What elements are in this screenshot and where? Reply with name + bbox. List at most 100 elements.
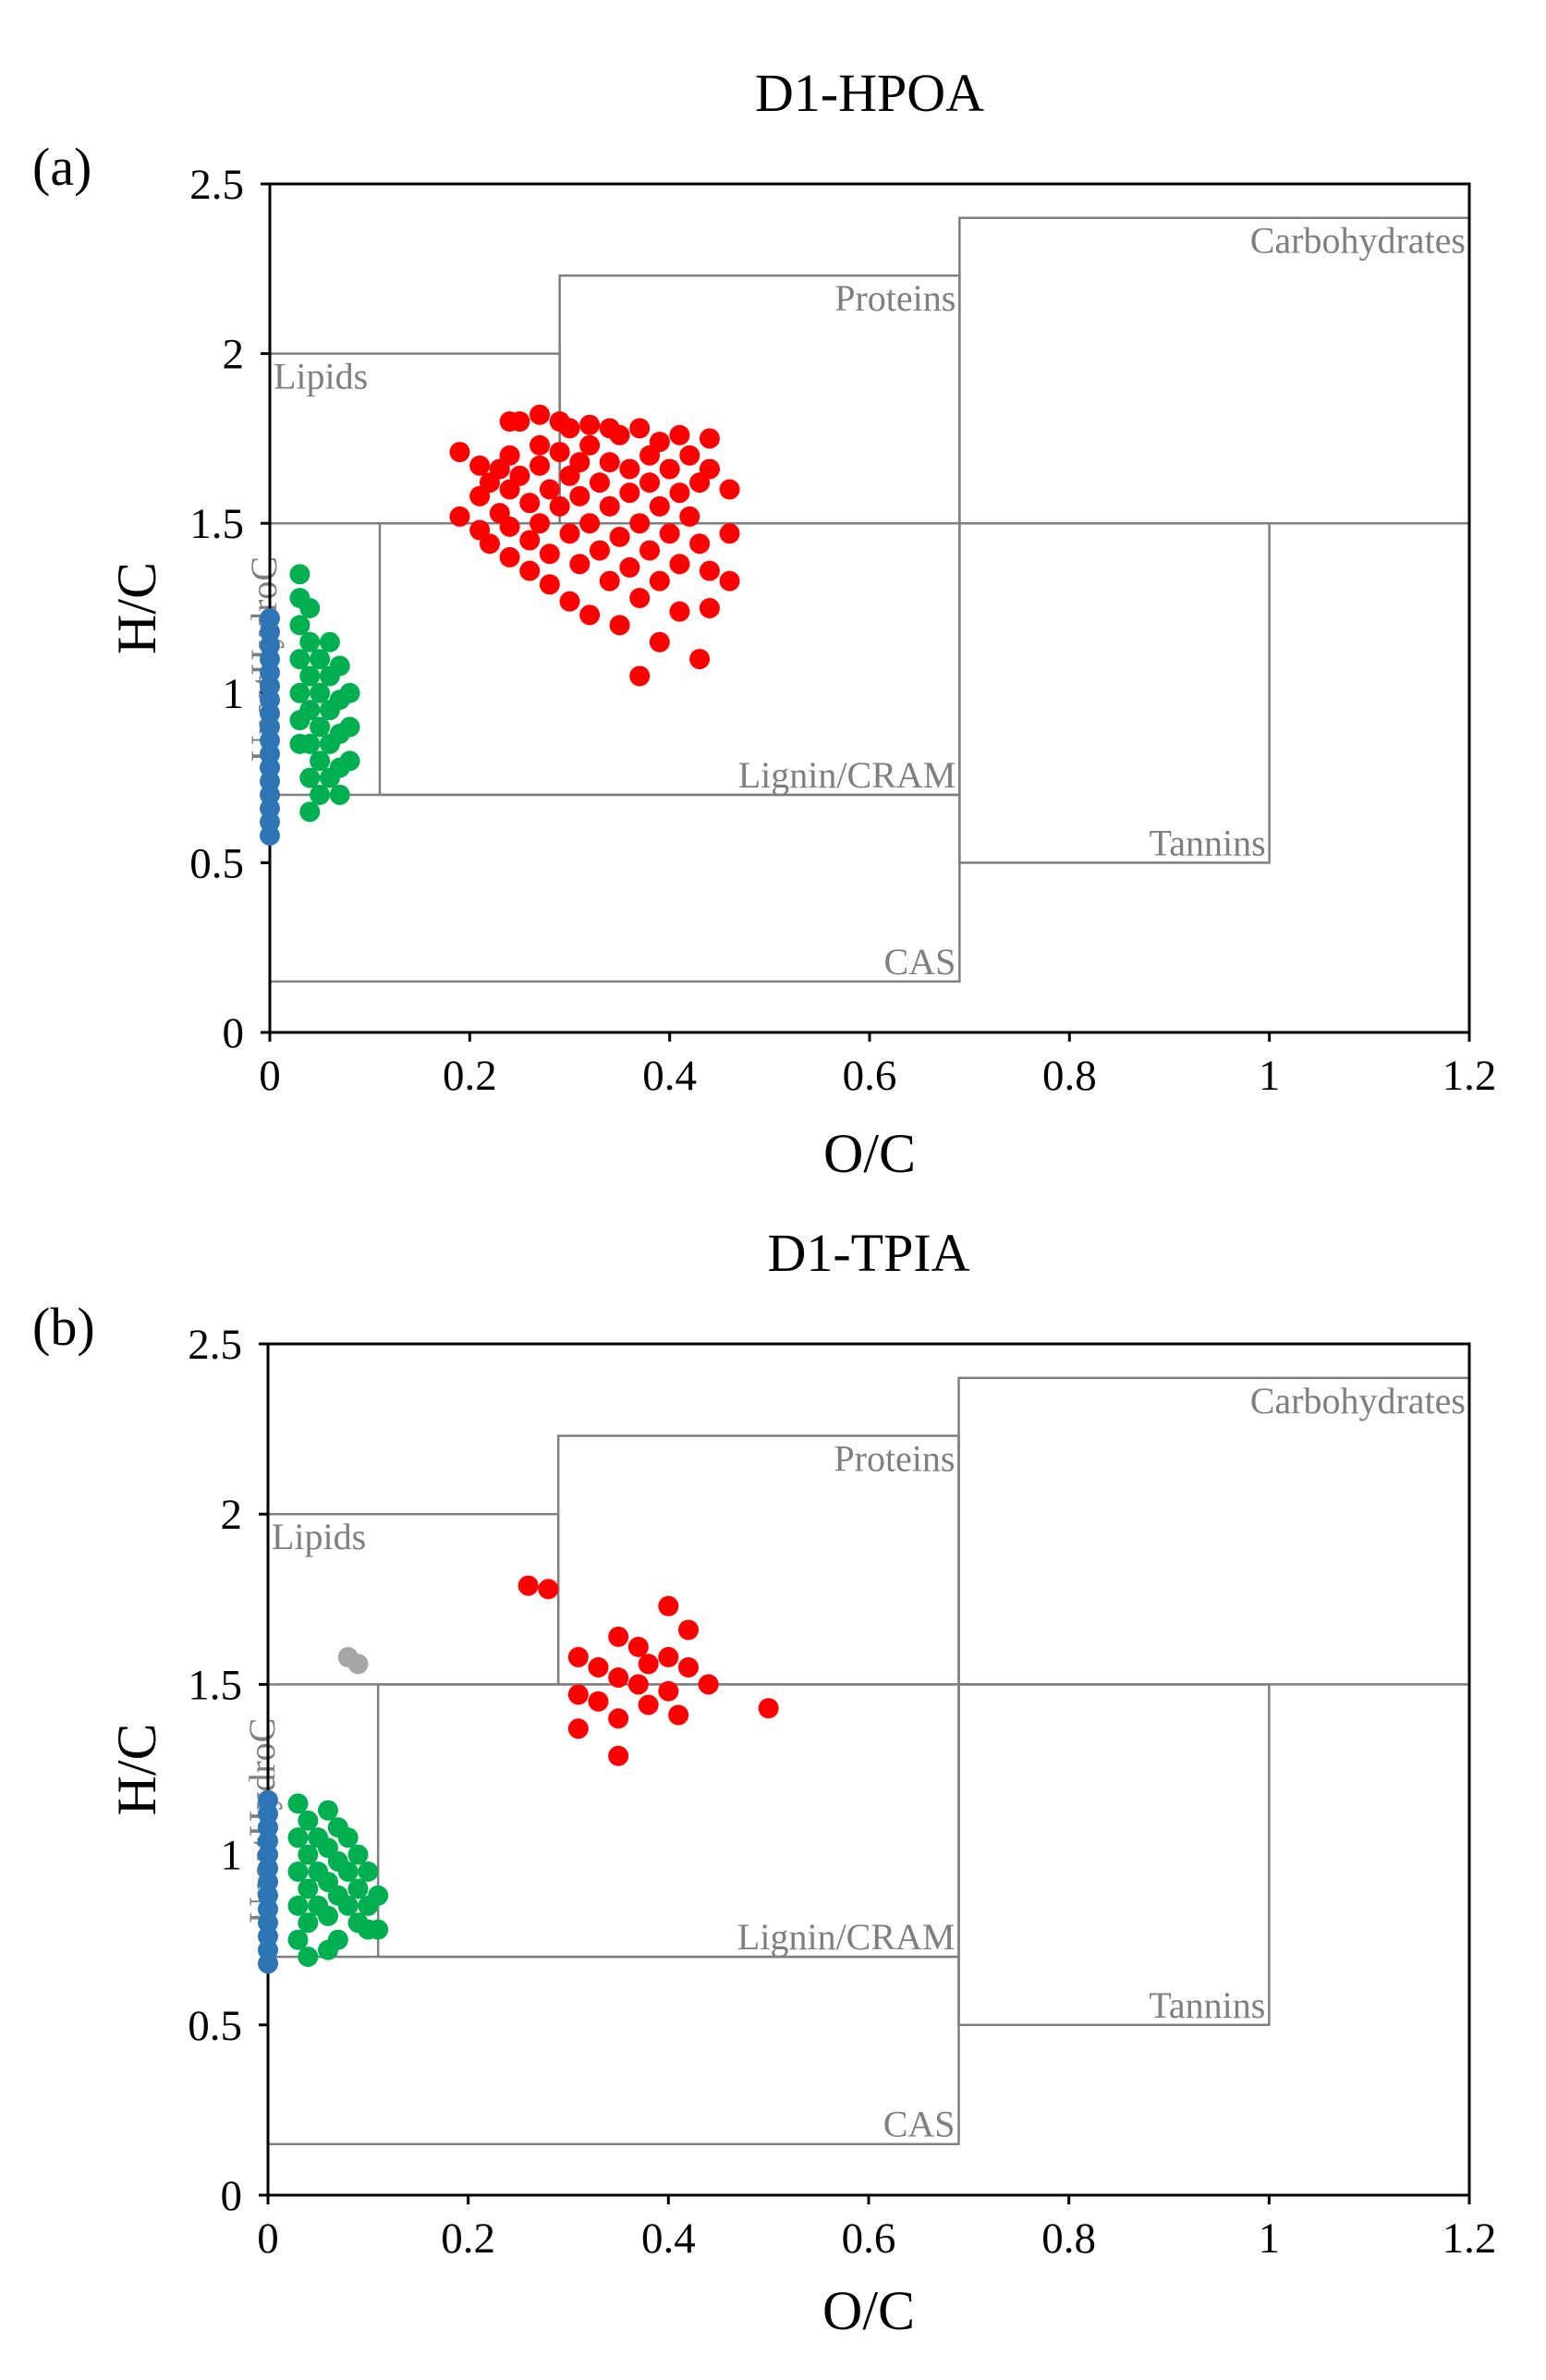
x-tick-label: 0 xyxy=(259,1052,281,1100)
data-point xyxy=(298,1912,319,1934)
x-axis-label-b: O/C xyxy=(822,2280,915,2341)
data-point xyxy=(299,665,321,687)
data-point xyxy=(298,1878,319,1899)
data-point xyxy=(289,682,310,703)
data-point xyxy=(629,513,651,534)
data-point xyxy=(569,554,590,575)
chart-title-b: D1-TPIA xyxy=(767,1223,969,1283)
data-point xyxy=(649,570,670,592)
data-point xyxy=(499,445,520,466)
x-tick-label: 0.4 xyxy=(642,1052,697,1100)
y-tick-label: 0.5 xyxy=(189,839,244,887)
x-tick-label: 0.6 xyxy=(842,2215,896,2263)
y-tick-label: 2 xyxy=(223,331,245,379)
data-point xyxy=(758,1698,779,1719)
series-proteins-lipids-region xyxy=(517,1575,779,1766)
data-point xyxy=(669,424,690,445)
data-point xyxy=(299,598,321,618)
data-point xyxy=(559,591,580,612)
data-point xyxy=(719,570,740,592)
series-unsathydroc xyxy=(260,608,280,847)
x-tick-label: 0 xyxy=(257,2215,279,2263)
x-tick-label: 1 xyxy=(1259,1052,1281,1100)
data-point xyxy=(699,560,720,581)
data-point xyxy=(638,1694,659,1715)
data-point xyxy=(519,560,541,581)
data-point xyxy=(619,458,640,480)
region-box-cas xyxy=(268,793,961,983)
data-point xyxy=(258,1789,278,1811)
data-point xyxy=(337,1895,359,1916)
data-point xyxy=(368,1885,389,1906)
data-point xyxy=(658,1595,679,1617)
data-point xyxy=(347,1844,369,1865)
data-point xyxy=(599,495,620,517)
data-point xyxy=(549,442,570,463)
region-box-carbohydrates xyxy=(957,1376,1471,1686)
region-label-cas: CAS xyxy=(884,941,956,983)
data-point xyxy=(627,1636,649,1657)
data-point xyxy=(567,1684,589,1705)
data-point xyxy=(639,540,661,561)
data-point xyxy=(287,1929,309,1950)
data-point xyxy=(608,1708,629,1729)
data-point xyxy=(530,434,551,456)
chart-title-a: D1-HPOA xyxy=(755,63,984,123)
data-point xyxy=(299,801,321,823)
data-point xyxy=(287,1861,309,1883)
region-label-lignin-cram: Lignin/CRAM xyxy=(737,1916,956,1958)
data-point xyxy=(298,1810,319,1831)
data-point xyxy=(659,458,680,480)
data-point xyxy=(569,485,590,507)
y-axis-label-a: H/C xyxy=(106,562,167,654)
data-point xyxy=(310,682,331,703)
data-point xyxy=(310,716,331,738)
data-point xyxy=(538,1579,559,1600)
data-point xyxy=(509,411,530,433)
data-point xyxy=(588,1690,609,1712)
data-point xyxy=(669,601,690,622)
data-point xyxy=(608,1745,629,1766)
data-point xyxy=(449,506,470,527)
data-point xyxy=(327,1929,348,1950)
data-point xyxy=(659,523,680,544)
data-point xyxy=(337,1861,359,1883)
data-point xyxy=(298,1844,319,1865)
data-point xyxy=(638,1654,659,1675)
data-point xyxy=(719,523,740,544)
data-point xyxy=(668,1704,689,1726)
data-point xyxy=(287,1827,309,1849)
data-point xyxy=(449,442,470,463)
data-point xyxy=(339,682,360,703)
data-point xyxy=(539,479,560,500)
data-point xyxy=(499,546,520,568)
y-tick-label: 1 xyxy=(223,670,245,718)
data-point xyxy=(608,1667,629,1689)
series-lignin-cram xyxy=(287,1793,389,1968)
data-point xyxy=(567,1718,589,1739)
y-tick-label: 0 xyxy=(223,1009,245,1057)
series-lipids xyxy=(337,1646,369,1675)
data-point xyxy=(649,495,670,517)
series-proteins-lipids-region xyxy=(449,404,740,687)
data-point xyxy=(318,1905,338,1926)
x-axis-label-a: O/C xyxy=(823,1123,916,1184)
data-point xyxy=(649,631,670,653)
data-point xyxy=(569,452,590,473)
series-unsathydroc xyxy=(258,1789,278,1974)
data-point xyxy=(318,1800,338,1821)
x-tick-label: 0.8 xyxy=(1042,1052,1097,1100)
x-tick-label: 1 xyxy=(1259,2215,1281,2263)
data-point xyxy=(310,784,331,805)
data-point xyxy=(699,428,720,449)
data-point xyxy=(609,424,630,445)
data-point xyxy=(260,608,280,629)
data-point xyxy=(530,404,551,425)
data-point xyxy=(347,1654,369,1675)
data-point xyxy=(339,716,360,738)
y-axis-label-b: H/C xyxy=(106,1723,167,1815)
region-box-tannins xyxy=(958,521,1271,864)
region-label-carbohydrates: Carbohydrates xyxy=(1250,220,1466,262)
data-point xyxy=(310,751,331,772)
data-point xyxy=(658,1646,679,1667)
